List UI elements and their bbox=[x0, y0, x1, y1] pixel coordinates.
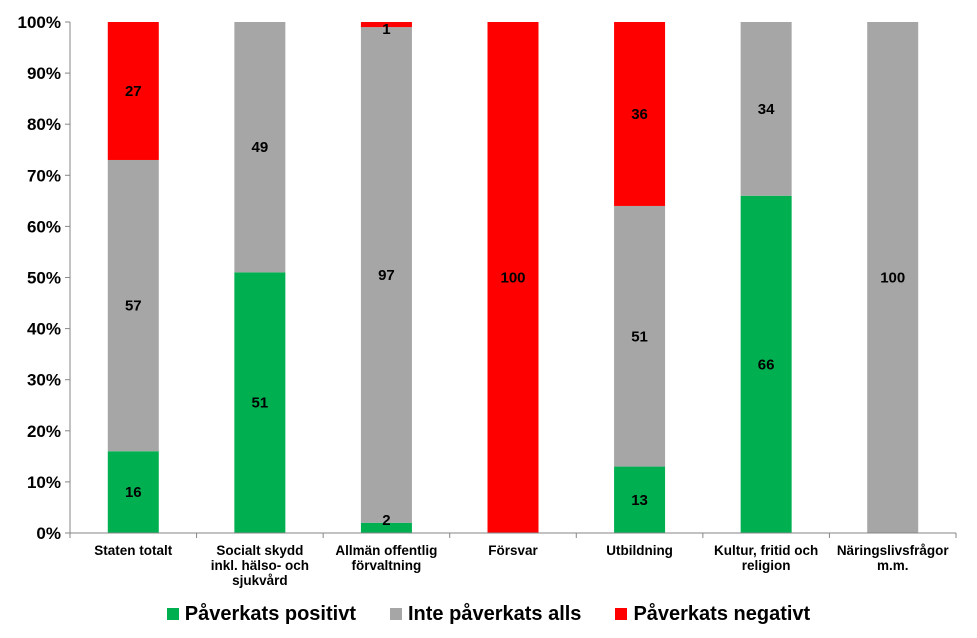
legend-item-negative: Påverkats negativt bbox=[615, 603, 810, 626]
legend: Påverkats positivt Inte påverkats alls P… bbox=[0, 600, 977, 628]
y-tick-label: 80% bbox=[27, 115, 61, 134]
y-tick-label: 20% bbox=[27, 422, 61, 441]
data-label: 27 bbox=[125, 83, 142, 100]
y-tick-label: 30% bbox=[27, 371, 61, 390]
legend-swatch-negative bbox=[615, 608, 628, 620]
y-tick-label: 70% bbox=[27, 166, 61, 185]
data-label: 51 bbox=[631, 328, 648, 345]
bar-segment bbox=[614, 22, 666, 206]
data-label: 97 bbox=[378, 267, 395, 284]
category-label: Staten totalt bbox=[94, 543, 173, 558]
bar-segment bbox=[107, 22, 159, 160]
y-tick-label: 10% bbox=[27, 473, 61, 492]
bar-segment bbox=[107, 451, 159, 533]
data-label: 100 bbox=[500, 270, 525, 287]
bar-segment bbox=[740, 22, 792, 196]
bar-segment bbox=[614, 466, 666, 533]
category-label: Allmän offentlig förvaltning bbox=[335, 543, 437, 573]
category-label: Kultur, fritid och religion bbox=[714, 543, 818, 573]
bar-segment bbox=[614, 205, 666, 467]
legend-swatch-positive bbox=[166, 608, 179, 620]
data-label: 100 bbox=[880, 270, 905, 287]
category-label: Utbildning bbox=[606, 543, 673, 558]
y-tick-label: 50% bbox=[27, 269, 61, 288]
bar-segment bbox=[740, 195, 792, 534]
category-labels-group: Staten totalt Socialt skydd inkl. hälso- o… bbox=[94, 543, 949, 588]
legend-label-negative: Påverkats negativt bbox=[633, 602, 811, 625]
legend-swatch-unaffected bbox=[390, 608, 402, 620]
data-label: 16 bbox=[125, 484, 142, 501]
data-label: 57 bbox=[125, 298, 142, 315]
legend-label-unaffected: Inte påverkats alls bbox=[408, 602, 582, 625]
bar-segment bbox=[360, 22, 412, 28]
axes-group: 0% 10% 20% 30% 40% 50% 60% 70% 80% 90% 100% bbox=[18, 13, 957, 543]
data-label: 13 bbox=[631, 492, 648, 509]
y-tick-label: 100% bbox=[18, 13, 61, 32]
data-label: 34 bbox=[758, 101, 775, 118]
category-label: Socialt skydd inkl. hälso- och sjukvård bbox=[211, 543, 309, 588]
bar-segment bbox=[107, 159, 159, 452]
legend-item-unaffected: Inte påverkats alls bbox=[390, 603, 581, 626]
bar-segment bbox=[234, 272, 286, 533]
category-label: Försvar bbox=[488, 543, 538, 558]
stacked-bar-chart: 16 57 27 51 49 2 97 1 100 13 51 36 66 34 100 0% 10% 20% 3… bbox=[18, 13, 957, 588]
bars-group bbox=[107, 22, 919, 534]
bar-segment bbox=[867, 22, 919, 533]
y-tick-label: 0% bbox=[36, 524, 61, 543]
category-label: Näringslivsfrågor m.m. bbox=[837, 543, 950, 573]
legend-label-positive: Påverkats positivt bbox=[184, 602, 356, 625]
legend-item-positive: Påverkats positivt bbox=[166, 602, 356, 626]
bar-segment bbox=[487, 22, 539, 533]
data-label: 36 bbox=[631, 106, 648, 123]
y-tick-label: 60% bbox=[27, 217, 61, 236]
y-tick-label: 40% bbox=[27, 320, 61, 339]
data-label: 66 bbox=[758, 356, 775, 373]
data-label: 1 bbox=[382, 21, 390, 38]
data-label: 51 bbox=[252, 395, 269, 412]
bar-segment bbox=[234, 22, 286, 273]
data-label: 2 bbox=[382, 512, 390, 529]
bar-segment bbox=[360, 522, 412, 533]
data-labels-group: 16 57 27 51 49 2 97 1 100 13 51 36 66 34 100 bbox=[125, 21, 905, 529]
data-label: 49 bbox=[252, 139, 269, 156]
y-tick-label: 90% bbox=[27, 64, 61, 83]
bar-segment bbox=[360, 27, 412, 523]
